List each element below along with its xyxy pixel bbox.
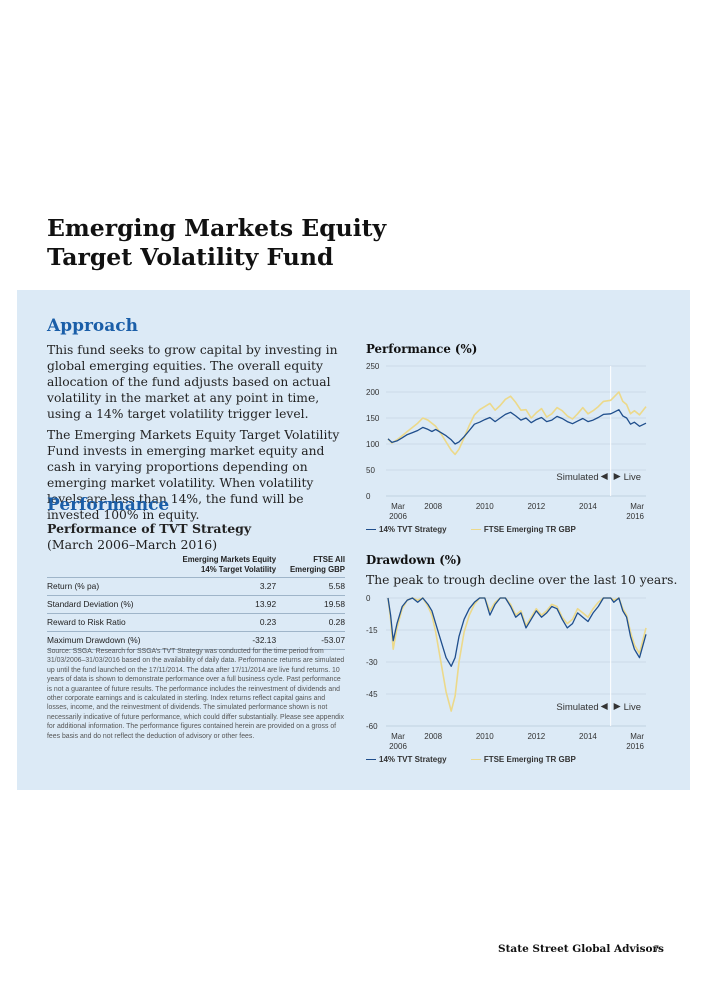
x-tick-label: Mar bbox=[391, 502, 405, 511]
drawdown-chart-title: Drawdown (%) bbox=[366, 553, 462, 567]
legend-label-tvt: 14% TVT Strategy bbox=[379, 755, 447, 764]
x-tick-label: Mar bbox=[630, 502, 644, 511]
performance-subtitle-title: Performance of TVT Strategy bbox=[47, 521, 252, 536]
legend-item-ftse: FTSE Emerging TR GBP bbox=[470, 525, 576, 534]
table-header-ftse-line2: Emerging GBP bbox=[289, 565, 345, 574]
legend-label-ftse: FTSE Emerging TR GBP bbox=[483, 755, 576, 764]
table-header-tvt-line2: 14% Target Volatility bbox=[201, 565, 277, 574]
y-tick-label: -60 bbox=[366, 722, 378, 731]
page-number: 7 bbox=[654, 944, 660, 954]
x-tick-label: 2008 bbox=[424, 502, 442, 511]
row-ftse-value: 0.28 bbox=[276, 613, 345, 632]
row-label: Return (% pa) bbox=[47, 577, 159, 596]
arrow-right-icon bbox=[613, 473, 621, 480]
content-panel bbox=[17, 290, 690, 790]
table-header-row: Emerging Markets Equity 14% Target Volat… bbox=[47, 555, 345, 578]
legend-label-ftse: FTSE Emerging TR GBP bbox=[483, 525, 576, 534]
approach-text: This fund seeks to grow capital by inves… bbox=[47, 342, 343, 528]
series-line bbox=[387, 391, 647, 456]
page-title: Emerging Markets Equity Target Volatilit… bbox=[47, 214, 467, 272]
table-header-tvt: Emerging Markets Equity 14% Target Volat… bbox=[159, 555, 277, 578]
legend-item-tvt: 14% TVT Strategy bbox=[366, 755, 447, 764]
annotation-simulated: Simulated bbox=[556, 702, 598, 713]
legend-swatch-tvt bbox=[366, 529, 376, 531]
x-tick-label: 2014 bbox=[579, 732, 597, 741]
footer-brand: State Street Global Advisors bbox=[498, 943, 664, 955]
x-tick-label: 2010 bbox=[476, 502, 494, 511]
performance-chart-legend: 14% TVT Strategy FTSE Emerging TR GBP bbox=[366, 525, 576, 534]
row-label: Maximum Drawdown (%) bbox=[47, 631, 159, 650]
arrow-right-icon bbox=[613, 703, 621, 710]
approach-paragraph-2: The Emerging Markets Equity Target Volat… bbox=[47, 428, 340, 522]
row-label: Reward to Risk Ratio bbox=[47, 613, 159, 632]
performance-subtitle-period: (March 2006–March 2016) bbox=[47, 537, 218, 552]
table-header-label bbox=[47, 555, 159, 578]
row-ftse-value: 19.58 bbox=[276, 595, 345, 614]
y-tick-label: 150 bbox=[366, 414, 380, 423]
y-tick-label: 0 bbox=[366, 594, 371, 603]
title-line-1: Emerging Markets Equity bbox=[47, 214, 387, 242]
table-row: Maximum Drawdown (%) -32.13 -53.07 bbox=[47, 631, 345, 650]
table-row: Standard Deviation (%) 13.92 19.58 bbox=[47, 595, 345, 614]
row-tvt-value: -32.13 bbox=[159, 631, 277, 650]
y-tick-label: -30 bbox=[366, 658, 378, 667]
arrow-left-icon bbox=[600, 703, 608, 710]
table-row: Return (% pa) 3.27 5.58 bbox=[47, 577, 345, 596]
x-tick-label: Mar bbox=[391, 732, 405, 741]
annotation-simulated: Simulated bbox=[556, 472, 598, 483]
y-tick-label: 200 bbox=[366, 388, 380, 397]
row-label: Standard Deviation (%) bbox=[47, 595, 159, 614]
performance-heading: Performance bbox=[47, 495, 170, 515]
x-tick-label-year: 2016 bbox=[626, 512, 644, 521]
drawdown-chart-subtitle: The peak to trough decline over the last… bbox=[366, 573, 678, 587]
x-tick-label: Mar bbox=[630, 732, 644, 741]
legend-swatch-ftse bbox=[470, 529, 481, 531]
series-line bbox=[387, 597, 647, 667]
x-tick-label: 2012 bbox=[527, 502, 545, 511]
y-tick-label: -15 bbox=[366, 626, 378, 635]
x-tick-label-year: 2016 bbox=[626, 742, 644, 751]
title-line-2: Target Volatility Fund bbox=[47, 243, 334, 271]
row-ftse-value: -53.07 bbox=[276, 631, 345, 650]
performance-subtitle: Performance of TVT Strategy (March 2006–… bbox=[47, 521, 347, 553]
y-tick-label: -45 bbox=[366, 690, 378, 699]
legend-swatch-ftse bbox=[470, 759, 481, 761]
drawdown-chart-legend: 14% TVT Strategy FTSE Emerging TR GBP bbox=[366, 755, 576, 764]
x-tick-label: 2012 bbox=[527, 732, 545, 741]
approach-heading: Approach bbox=[47, 316, 138, 336]
performance-chart-title: Performance (%) bbox=[366, 342, 478, 356]
legend-item-tvt: 14% TVT Strategy bbox=[366, 525, 447, 534]
table-header-tvt-line1: Emerging Markets Equity bbox=[182, 555, 277, 564]
approach-paragraph-1: This fund seeks to grow capital by inves… bbox=[47, 343, 338, 421]
row-tvt-value: 3.27 bbox=[159, 577, 277, 596]
series-line bbox=[387, 409, 647, 445]
legend-swatch-tvt bbox=[366, 759, 376, 761]
x-tick-label-year: 2006 bbox=[389, 742, 407, 751]
y-tick-label: 50 bbox=[366, 466, 375, 475]
legend-item-ftse: FTSE Emerging TR GBP bbox=[470, 755, 576, 764]
row-ftse-value: 5.58 bbox=[276, 577, 345, 596]
x-tick-label: 2014 bbox=[579, 502, 597, 511]
annotation-live: Live bbox=[624, 702, 641, 713]
arrow-left-icon bbox=[600, 473, 608, 480]
legend-label-tvt: 14% TVT Strategy bbox=[379, 525, 447, 534]
y-tick-label: 100 bbox=[366, 440, 380, 449]
y-tick-label: 0 bbox=[366, 492, 371, 501]
x-tick-label: 2008 bbox=[424, 732, 442, 741]
y-tick-label: 250 bbox=[366, 362, 380, 371]
table-row: Reward to Risk Ratio 0.23 0.28 bbox=[47, 613, 345, 632]
table-header-ftse-line1: FTSE All bbox=[313, 555, 345, 564]
x-tick-label-year: 2006 bbox=[389, 512, 407, 521]
annotation-live: Live bbox=[624, 472, 641, 483]
source-footnote: Source: SSGA. Research for SSGA’s TVT St… bbox=[47, 648, 345, 740]
x-tick-label: 2010 bbox=[476, 732, 494, 741]
table-header-ftse: FTSE All Emerging GBP bbox=[276, 555, 345, 578]
performance-table: Emerging Markets Equity 14% Target Volat… bbox=[47, 555, 345, 650]
row-tvt-value: 13.92 bbox=[159, 595, 277, 614]
row-tvt-value: 0.23 bbox=[159, 613, 277, 632]
